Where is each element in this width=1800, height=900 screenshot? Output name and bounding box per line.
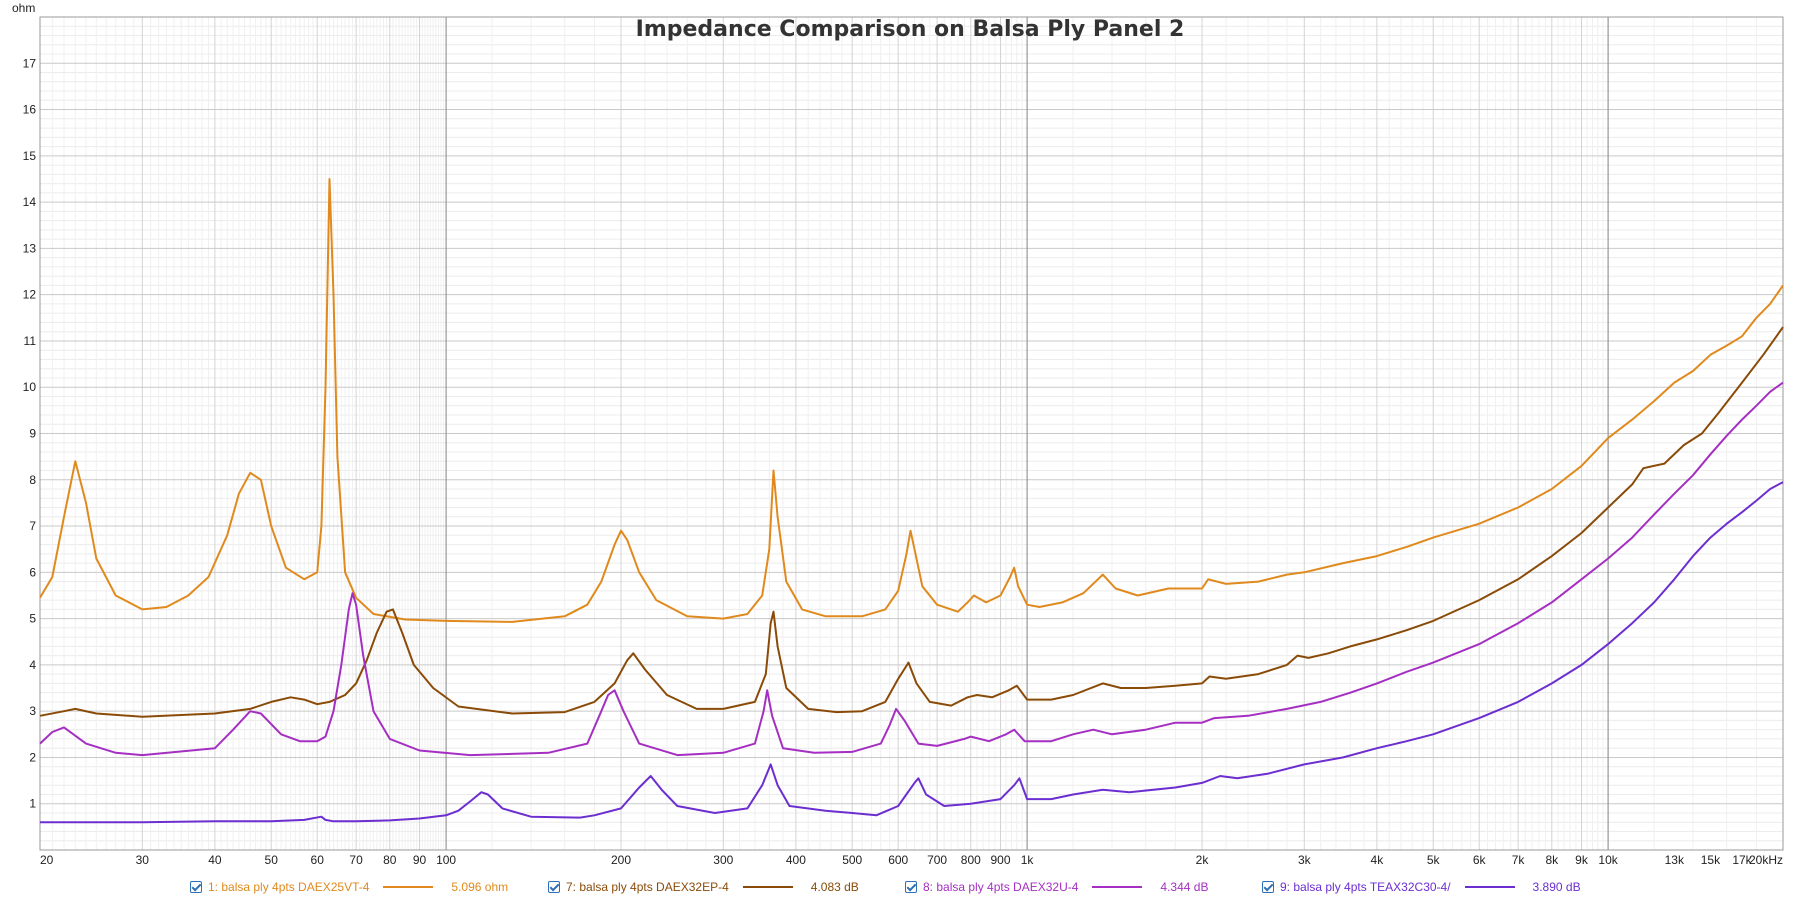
x-tick-label: 7k xyxy=(1512,853,1526,867)
y-tick-label: 9 xyxy=(29,427,36,441)
y-tick-label: 5 xyxy=(29,612,36,626)
y-tick-label: 10 xyxy=(23,380,37,394)
x-tick-label: 400 xyxy=(786,853,806,867)
series-line-1 xyxy=(39,178,1784,623)
x-tick-label: 10k xyxy=(1598,853,1618,867)
series-line-4 xyxy=(40,481,1784,824)
major-grid xyxy=(39,16,1784,851)
series-line-2 xyxy=(39,326,1784,718)
x-tick-label: 50 xyxy=(265,853,279,867)
y-tick-label: 17 xyxy=(23,56,37,70)
x-tick-label: 3k xyxy=(1298,853,1312,867)
legend-checkbox[interactable] xyxy=(1262,881,1274,893)
legend-checkbox[interactable] xyxy=(190,881,202,893)
legend-swatch xyxy=(383,886,434,888)
x-tick-label: 20 xyxy=(40,853,54,867)
legend-entry: 9: balsa ply 4pts TEAX32C30-4/3.890 dB xyxy=(1262,878,1581,896)
legend-checkbox[interactable] xyxy=(548,881,560,893)
x-tick-label: 300 xyxy=(713,853,733,867)
y-tick-label: 14 xyxy=(23,195,37,209)
x-tick-label: 60 xyxy=(311,853,325,867)
legend-checkbox[interactable] xyxy=(905,881,917,893)
legend-series-name: 8: balsa ply 4pts DAEX32U-4 xyxy=(923,880,1079,894)
x-tick-label: 600 xyxy=(888,853,908,867)
y-tick-label: 15 xyxy=(23,149,37,163)
x-tick-label: 200 xyxy=(611,853,631,867)
y-tick-label: 6 xyxy=(29,565,36,579)
legend-swatch xyxy=(1092,886,1143,888)
x-tick-label: 20kHz xyxy=(1749,853,1783,867)
plot-frame xyxy=(39,16,1784,851)
legend-value: 4.344 dB xyxy=(1160,880,1209,894)
y-tick-label: 12 xyxy=(23,288,37,302)
x-tick-label: 90 xyxy=(413,853,427,867)
legend-swatch xyxy=(742,886,793,888)
y-tick-label: 13 xyxy=(23,241,37,255)
y-tick-label: 1 xyxy=(29,797,36,811)
series-lines xyxy=(39,178,1784,824)
legend-entry: 1: balsa ply 4pts DAEX25VT-4 5.096 ohm xyxy=(190,878,508,896)
legend-value: 3.890 dB xyxy=(1532,880,1581,894)
series-line-3 xyxy=(39,381,1784,757)
legend-value: 5.096 ohm xyxy=(451,880,509,894)
x-tick-label: 500 xyxy=(842,853,862,867)
y-tick-label: 16 xyxy=(23,103,37,117)
x-tick-label: 100 xyxy=(436,853,456,867)
legend: 1: balsa ply 4pts DAEX25VT-4 5.096 ohm 7: … xyxy=(0,874,1800,900)
x-tick-label: 2k xyxy=(1196,853,1210,867)
legend-entry: 7: balsa ply 4pts DAEX32EP-4 4.083 dB xyxy=(548,878,859,896)
legend-swatch xyxy=(1464,886,1515,888)
y-tick-label: 7 xyxy=(29,519,36,533)
x-tick-label: 4k xyxy=(1371,853,1385,867)
x-tick-label: 13k xyxy=(1665,853,1685,867)
y-tick-label: 2 xyxy=(29,750,36,764)
x-tick-label: 900 xyxy=(991,853,1011,867)
x-tick-label: 800 xyxy=(961,853,981,867)
y-tick-label: 4 xyxy=(29,658,36,672)
y-tick-label: 8 xyxy=(29,473,36,487)
y-tick-label: 3 xyxy=(29,704,36,718)
x-tick-label: 9k xyxy=(1575,853,1589,867)
y-tick-label: 11 xyxy=(24,334,37,348)
x-tick-labels: 20 30 40 50 60 70 80 90 100 200 300 400 500 600 700 800… xyxy=(40,853,1783,867)
chart-title: Impedance Comparison on Balsa Ply Panel … xyxy=(636,17,1185,42)
x-tick-label: 5k xyxy=(1427,853,1441,867)
x-tick-label: 17k xyxy=(1732,853,1752,867)
x-tick-label: 40 xyxy=(208,853,222,867)
legend-series-name: 1: balsa ply 4pts DAEX25VT-4 xyxy=(208,880,370,894)
x-tick-label: 8k xyxy=(1545,853,1559,867)
x-tick-label: 15k xyxy=(1701,853,1721,867)
legend-series-name: 7: balsa ply 4pts DAEX32EP-4 xyxy=(566,880,729,894)
x-tick-label: 80 xyxy=(383,853,397,867)
legend-series-name: 9: balsa ply 4pts TEAX32C30-4/ xyxy=(1280,880,1451,894)
x-tick-label: 1k xyxy=(1021,853,1035,867)
x-tick-label: 700 xyxy=(927,853,947,867)
x-tick-label: 30 xyxy=(136,853,150,867)
y-axis-unit-label: ohm xyxy=(12,1,35,15)
x-tick-label: 70 xyxy=(349,853,363,867)
legend-entry: 8: balsa ply 4pts DAEX32U-4 4.344 dB xyxy=(905,878,1208,896)
x-tick-label: 6k xyxy=(1473,853,1487,867)
legend-value: 4.083 dB xyxy=(810,880,859,894)
